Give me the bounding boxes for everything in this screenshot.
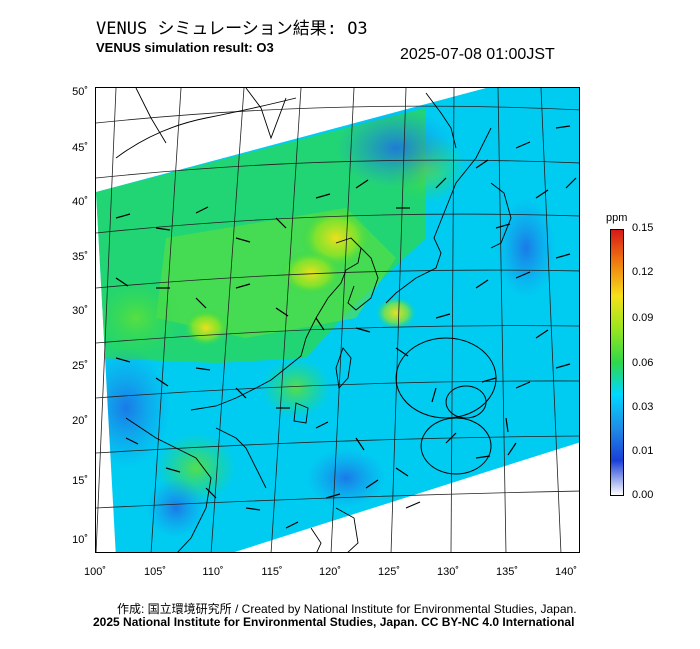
lon-label-115: 115˚ bbox=[261, 566, 283, 578]
lon-label-140: 140˚ bbox=[554, 566, 578, 578]
ozone-field bbox=[96, 88, 579, 552]
lon-label-105: 105˚ bbox=[143, 566, 167, 578]
colorbar-tick-0.01: 0.01 bbox=[632, 445, 654, 457]
wind-vectors bbox=[115, 125, 577, 529]
colorbar-tick-0.00: 0.00 bbox=[632, 489, 654, 501]
lat-label-45: 45˚ bbox=[72, 142, 88, 154]
lat-label-10: 10˚ bbox=[72, 534, 88, 546]
forecast-timestamp: 2025-07-08 01:00JST bbox=[400, 46, 555, 63]
lat-label-25: 25˚ bbox=[72, 360, 88, 372]
lon-label-135: 135˚ bbox=[495, 566, 519, 578]
lat-label-30: 30˚ bbox=[72, 305, 88, 317]
coastlines bbox=[115, 88, 512, 552]
page-title-en: VENUS simulation result: O3 bbox=[96, 40, 274, 55]
lon-label-100: 100˚ bbox=[83, 566, 107, 578]
colorbar-unit: ppm bbox=[606, 212, 628, 224]
lon-label-125: 125˚ bbox=[377, 566, 401, 578]
lat-label-20: 20˚ bbox=[72, 415, 88, 427]
lon-label-120: 120˚ bbox=[318, 566, 342, 578]
lon-label-110: 110˚ bbox=[202, 566, 224, 578]
colorbar-tick-0.06: 0.06 bbox=[632, 357, 654, 369]
colorbar-tick-0.12: 0.12 bbox=[632, 266, 654, 278]
colorbar bbox=[610, 229, 624, 496]
map-canvas bbox=[96, 88, 579, 552]
colorbar-tick-0.09: 0.09 bbox=[632, 312, 654, 324]
colorbar-tick-0.03: 0.03 bbox=[632, 401, 654, 413]
graticule bbox=[96, 88, 579, 552]
lat-label-15: 15˚ bbox=[72, 475, 88, 487]
license-line: 2025 National Institute for Environmenta… bbox=[93, 615, 575, 629]
lat-label-40: 40˚ bbox=[72, 196, 88, 208]
lon-label-130: 130˚ bbox=[436, 566, 460, 578]
map-panel[interactable] bbox=[95, 87, 580, 553]
typhoon-vortex bbox=[395, 337, 497, 475]
lat-label-35: 35˚ bbox=[72, 251, 88, 263]
credit-line: 作成: 国立環境研究所 / Created by National Instit… bbox=[117, 602, 577, 616]
page-title-jp: VENUS シミュレーション結果: O3 bbox=[96, 19, 368, 39]
lat-label-50: 50˚ bbox=[72, 86, 88, 98]
colorbar-tick-0.15: 0.15 bbox=[632, 222, 654, 234]
